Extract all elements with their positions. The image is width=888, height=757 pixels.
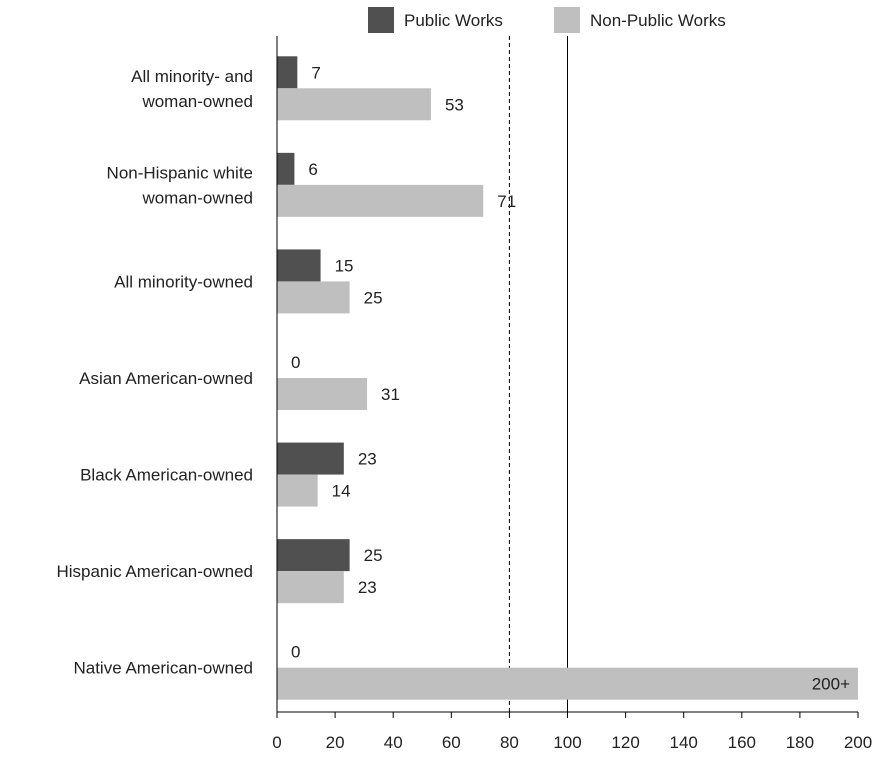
reference-lines [508, 36, 568, 712]
x-tick-label-120: 120 [611, 733, 639, 752]
x-tick-label-100: 100 [553, 733, 581, 752]
category-label-line: Non-Hispanic white [107, 163, 253, 182]
data-label-1-1: 71 [497, 192, 516, 211]
category-label-line: Hispanic American-owned [56, 562, 253, 581]
bar-0-2 [277, 249, 321, 282]
bars [277, 56, 858, 700]
bar-1-2 [277, 281, 350, 314]
bar-1-3 [277, 378, 368, 410]
x-tick-label-200: 200 [844, 733, 872, 752]
tick-labels: 0 20 40 60 80 100 120 140 160 180 200 [272, 733, 872, 752]
data-label-0-1: 6 [308, 160, 317, 179]
legend-label-1: Non-Public Works [590, 11, 726, 30]
bar-1-0 [277, 88, 431, 121]
bar-0-4 [277, 442, 344, 475]
category-label-line: Asian American-owned [79, 369, 253, 388]
data-label-1-3: 31 [381, 385, 400, 404]
category-label-line: All minority-owned [114, 272, 253, 291]
category-label-line: Native American-owned [73, 659, 253, 678]
data-label-0-4: 23 [358, 450, 377, 469]
data-label-1-2: 25 [364, 288, 383, 307]
bar-1-1 [277, 184, 484, 217]
bar-1-4 [277, 474, 318, 507]
category-label-line: All minority- and [131, 67, 253, 86]
x-tick-label-80: 80 [500, 733, 519, 752]
data-label-1-0: 53 [445, 95, 464, 114]
x-tick-label-0: 0 [272, 733, 281, 752]
category-label-3: Asian American-owned [79, 369, 253, 388]
x-tick-label-40: 40 [384, 733, 403, 752]
x-tick-label-20: 20 [326, 733, 345, 752]
category-label-4: Black American-owned [80, 466, 253, 485]
category-labels: All minority- and woman-ownedNon-Hispanic… [56, 67, 253, 678]
x-tick-label-60: 60 [442, 733, 461, 752]
category-label-6: Native American-owned [73, 659, 253, 678]
category-label-line: Black American-owned [80, 466, 253, 485]
data-labels: 7 53 6 71 15 25 0 31 23 14 25 23 0 200+ [291, 63, 850, 693]
category-label-line: woman-owned [141, 188, 253, 207]
data-label-0-3: 0 [291, 353, 300, 372]
data-label-1-5: 23 [358, 578, 377, 597]
bar-0-5 [277, 539, 350, 572]
axes [276, 36, 859, 718]
data-label-1-4: 14 [332, 482, 351, 501]
legend: Public Works Non-Public Works [368, 7, 726, 33]
category-label-line: woman-owned [141, 92, 253, 111]
bar-1-6 [277, 667, 858, 700]
category-label-0: All minority- and woman-owned [131, 67, 253, 111]
bar-1-5 [277, 571, 344, 604]
data-label-0-5: 25 [364, 546, 383, 565]
legend-label-0: Public Works [404, 11, 503, 30]
data-label-0-2: 15 [335, 256, 354, 275]
x-tick-label-160: 160 [728, 733, 756, 752]
category-label-1: Non-Hispanic white woman-owned [107, 163, 253, 207]
data-label-0-0: 7 [311, 63, 320, 82]
category-label-2: All minority-owned [114, 272, 253, 291]
data-label-1-6: 200+ [812, 675, 850, 694]
x-tick-label-140: 140 [670, 733, 698, 752]
category-label-5: Hispanic American-owned [56, 562, 253, 581]
bar-0-0 [277, 56, 298, 89]
data-label-0-6: 0 [291, 643, 300, 662]
x-tick-label-180: 180 [786, 733, 814, 752]
bar-0-1 [277, 152, 295, 185]
legend-swatch-1 [554, 7, 580, 33]
legend-swatch-0 [368, 7, 394, 33]
